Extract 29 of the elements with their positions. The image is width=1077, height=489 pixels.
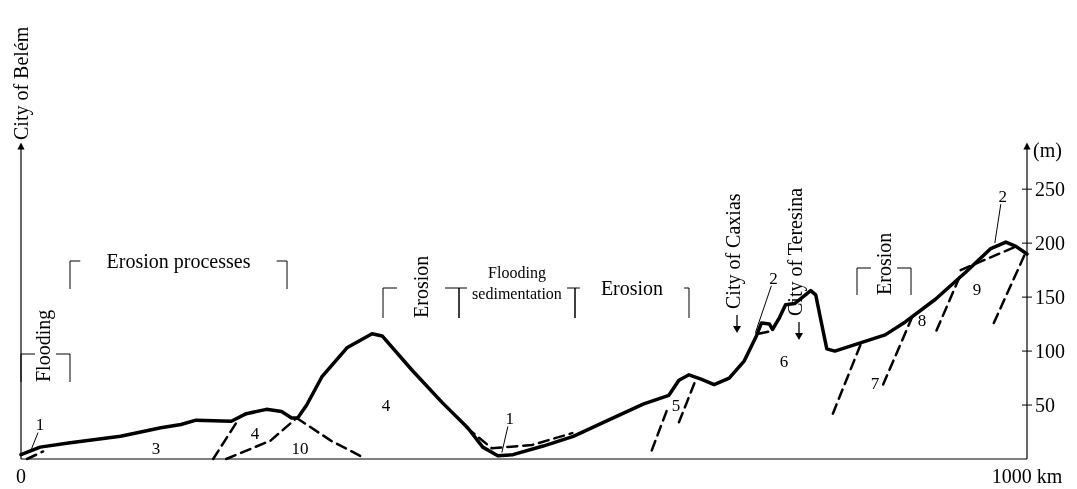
y-tick-label: 150: [1035, 286, 1065, 309]
annotation: 2: [769, 268, 778, 288]
annotation: 7: [870, 373, 880, 393]
y-tick-label: 50: [1035, 394, 1055, 417]
y-tick-label: 250: [1035, 178, 1065, 201]
annotation: Flooding: [32, 309, 55, 382]
y-tick-label: 200: [1035, 232, 1065, 255]
annotation: 3: [151, 438, 161, 458]
annotation: 4: [381, 395, 391, 415]
y-tick-label: 100: [1035, 340, 1065, 363]
annotation: 1: [505, 409, 515, 429]
annotation: Flooding sedimentation: [472, 264, 562, 302]
annotation: Erosion: [873, 232, 895, 295]
text: City of Belém: [10, 26, 33, 140]
annotation: 2: [998, 187, 1008, 207]
annotation: 5: [671, 395, 681, 415]
x-tick-label: 1000 km: [991, 465, 1063, 487]
annotation: 1: [35, 415, 45, 435]
annotation: Erosion processes: [106, 250, 251, 273]
x-tick-label: 0: [16, 465, 26, 487]
annotation: 8: [917, 310, 927, 330]
annotation: Erosion: [410, 255, 432, 318]
annotation: 10: [291, 438, 309, 458]
annotation: 6: [779, 351, 789, 371]
annotation: City of Caxias: [722, 193, 745, 309]
annotation: Erosion: [600, 277, 664, 299]
y-axis-title: (m): [1033, 139, 1062, 162]
annotation: 9: [972, 279, 982, 299]
annotation: 4: [250, 423, 260, 443]
